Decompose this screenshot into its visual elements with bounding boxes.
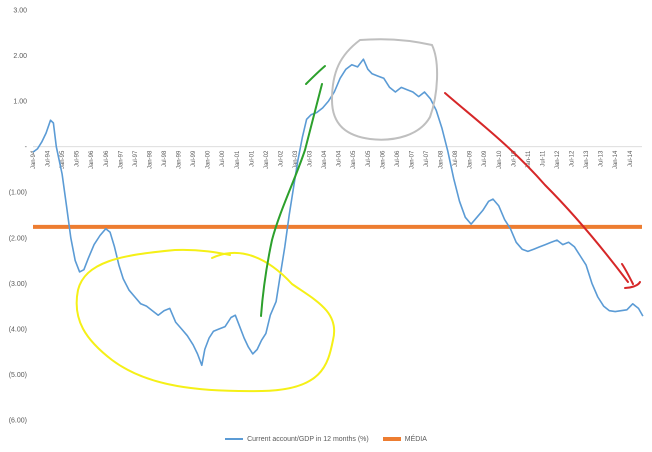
x-tick-label: Jul-96 — [104, 150, 110, 167]
x-tick-label: Jul-00 — [220, 150, 226, 167]
y-tick-label: (6.00) — [9, 418, 27, 425]
x-tick-label: Jul-02 — [278, 150, 284, 167]
x-tick-label: Jul-95 — [75, 150, 81, 167]
legend: Current account/GDP in 12 months (%) MÉD… — [0, 432, 652, 446]
green-line-annotation — [260, 83, 323, 317]
red-line-annotation-tip — [621, 263, 641, 289]
x-tick-label: Jan-05 — [351, 150, 357, 169]
legend-label-current-account: Current account/GDP in 12 months (%) — [247, 435, 369, 443]
x-tick-label: Jul-98 — [162, 150, 168, 167]
legend-label-media: MÉDIA — [404, 435, 427, 443]
x-tick-label: Jan-95 — [60, 150, 66, 169]
x-tick-label: Jul-08 — [453, 150, 459, 167]
y-tick-label: (2.00) — [9, 235, 27, 242]
x-tick-label: Jul-12 — [570, 150, 576, 167]
x-tick-label: Jul-14 — [628, 150, 634, 167]
x-tick-label: Jan-97 — [118, 150, 124, 169]
current-account-line — [32, 58, 644, 367]
x-tick-label: Jan-08 — [439, 150, 445, 169]
x-tick-label: Jan-09 — [468, 150, 474, 169]
x-tick-label: Jan-11 — [526, 150, 532, 169]
x-tick-label: Jan-99 — [177, 150, 183, 169]
green-line-annotation-tip — [305, 65, 326, 85]
x-tick-label: Jan-14 — [613, 150, 619, 169]
y-tick-label: 3.00 — [13, 8, 27, 15]
x-tick-label: Jul-09 — [482, 150, 488, 167]
x-tick-label: Jan-02 — [264, 150, 270, 169]
yellow-ellipse-annotation — [75, 248, 336, 393]
x-tick-label: Jan-07 — [409, 150, 415, 169]
legend-item-current-account: Current account/GDP in 12 months (%) — [225, 436, 369, 443]
x-tick-label: Jan-94 — [31, 150, 37, 169]
x-tick-label: Jul-01 — [249, 150, 255, 167]
red-line-annotation — [444, 92, 629, 283]
x-tick-label: Jul-94 — [46, 150, 52, 167]
x-tick-label: Jan-04 — [322, 150, 328, 169]
x-tick-label: Jul-04 — [337, 150, 343, 167]
y-tick-label: (5.00) — [9, 372, 27, 379]
x-tick-label: Jul-11 — [540, 150, 546, 167]
x-tick-label: Jul-07 — [424, 150, 430, 167]
x-tick-label: Jan-10 — [497, 150, 503, 169]
x-tick-label: Jul-99 — [191, 150, 197, 167]
x-tick-label: Jan-03 — [293, 150, 299, 169]
x-tick-label: Jan-01 — [235, 150, 241, 169]
x-tick-label: Jul-03 — [308, 150, 314, 167]
y-tick-label: (3.00) — [9, 281, 27, 288]
gray-ellipse-annotation — [330, 38, 439, 141]
x-tick-label: Jan-06 — [380, 150, 386, 169]
x-tick-label: Jul-10 — [511, 150, 517, 167]
y-tick-label: - — [25, 144, 28, 151]
legend-swatch-current-account — [225, 438, 244, 440]
legend-item-media: MÉDIA — [382, 435, 427, 443]
legend-swatch-media — [382, 437, 401, 441]
x-tick-label: Jan-12 — [555, 150, 561, 169]
x-tick-label: Jul-13 — [599, 150, 605, 167]
x-tick-label: Jan-00 — [206, 150, 212, 169]
y-tick-label: (1.00) — [9, 190, 27, 197]
x-tick-label: Jul-06 — [395, 150, 401, 167]
x-tick-label: Jan-13 — [584, 150, 590, 169]
y-tick-label: 1.00 — [13, 99, 27, 106]
x-tick-label: Jan-98 — [147, 150, 153, 169]
y-tick-label: 2.00 — [13, 53, 27, 60]
x-tick-label: Jul-97 — [133, 150, 139, 167]
y-tick-label: (4.00) — [9, 326, 27, 333]
x-tick-label: Jul-05 — [366, 150, 372, 167]
x-tick-label: Jan-96 — [89, 150, 95, 169]
